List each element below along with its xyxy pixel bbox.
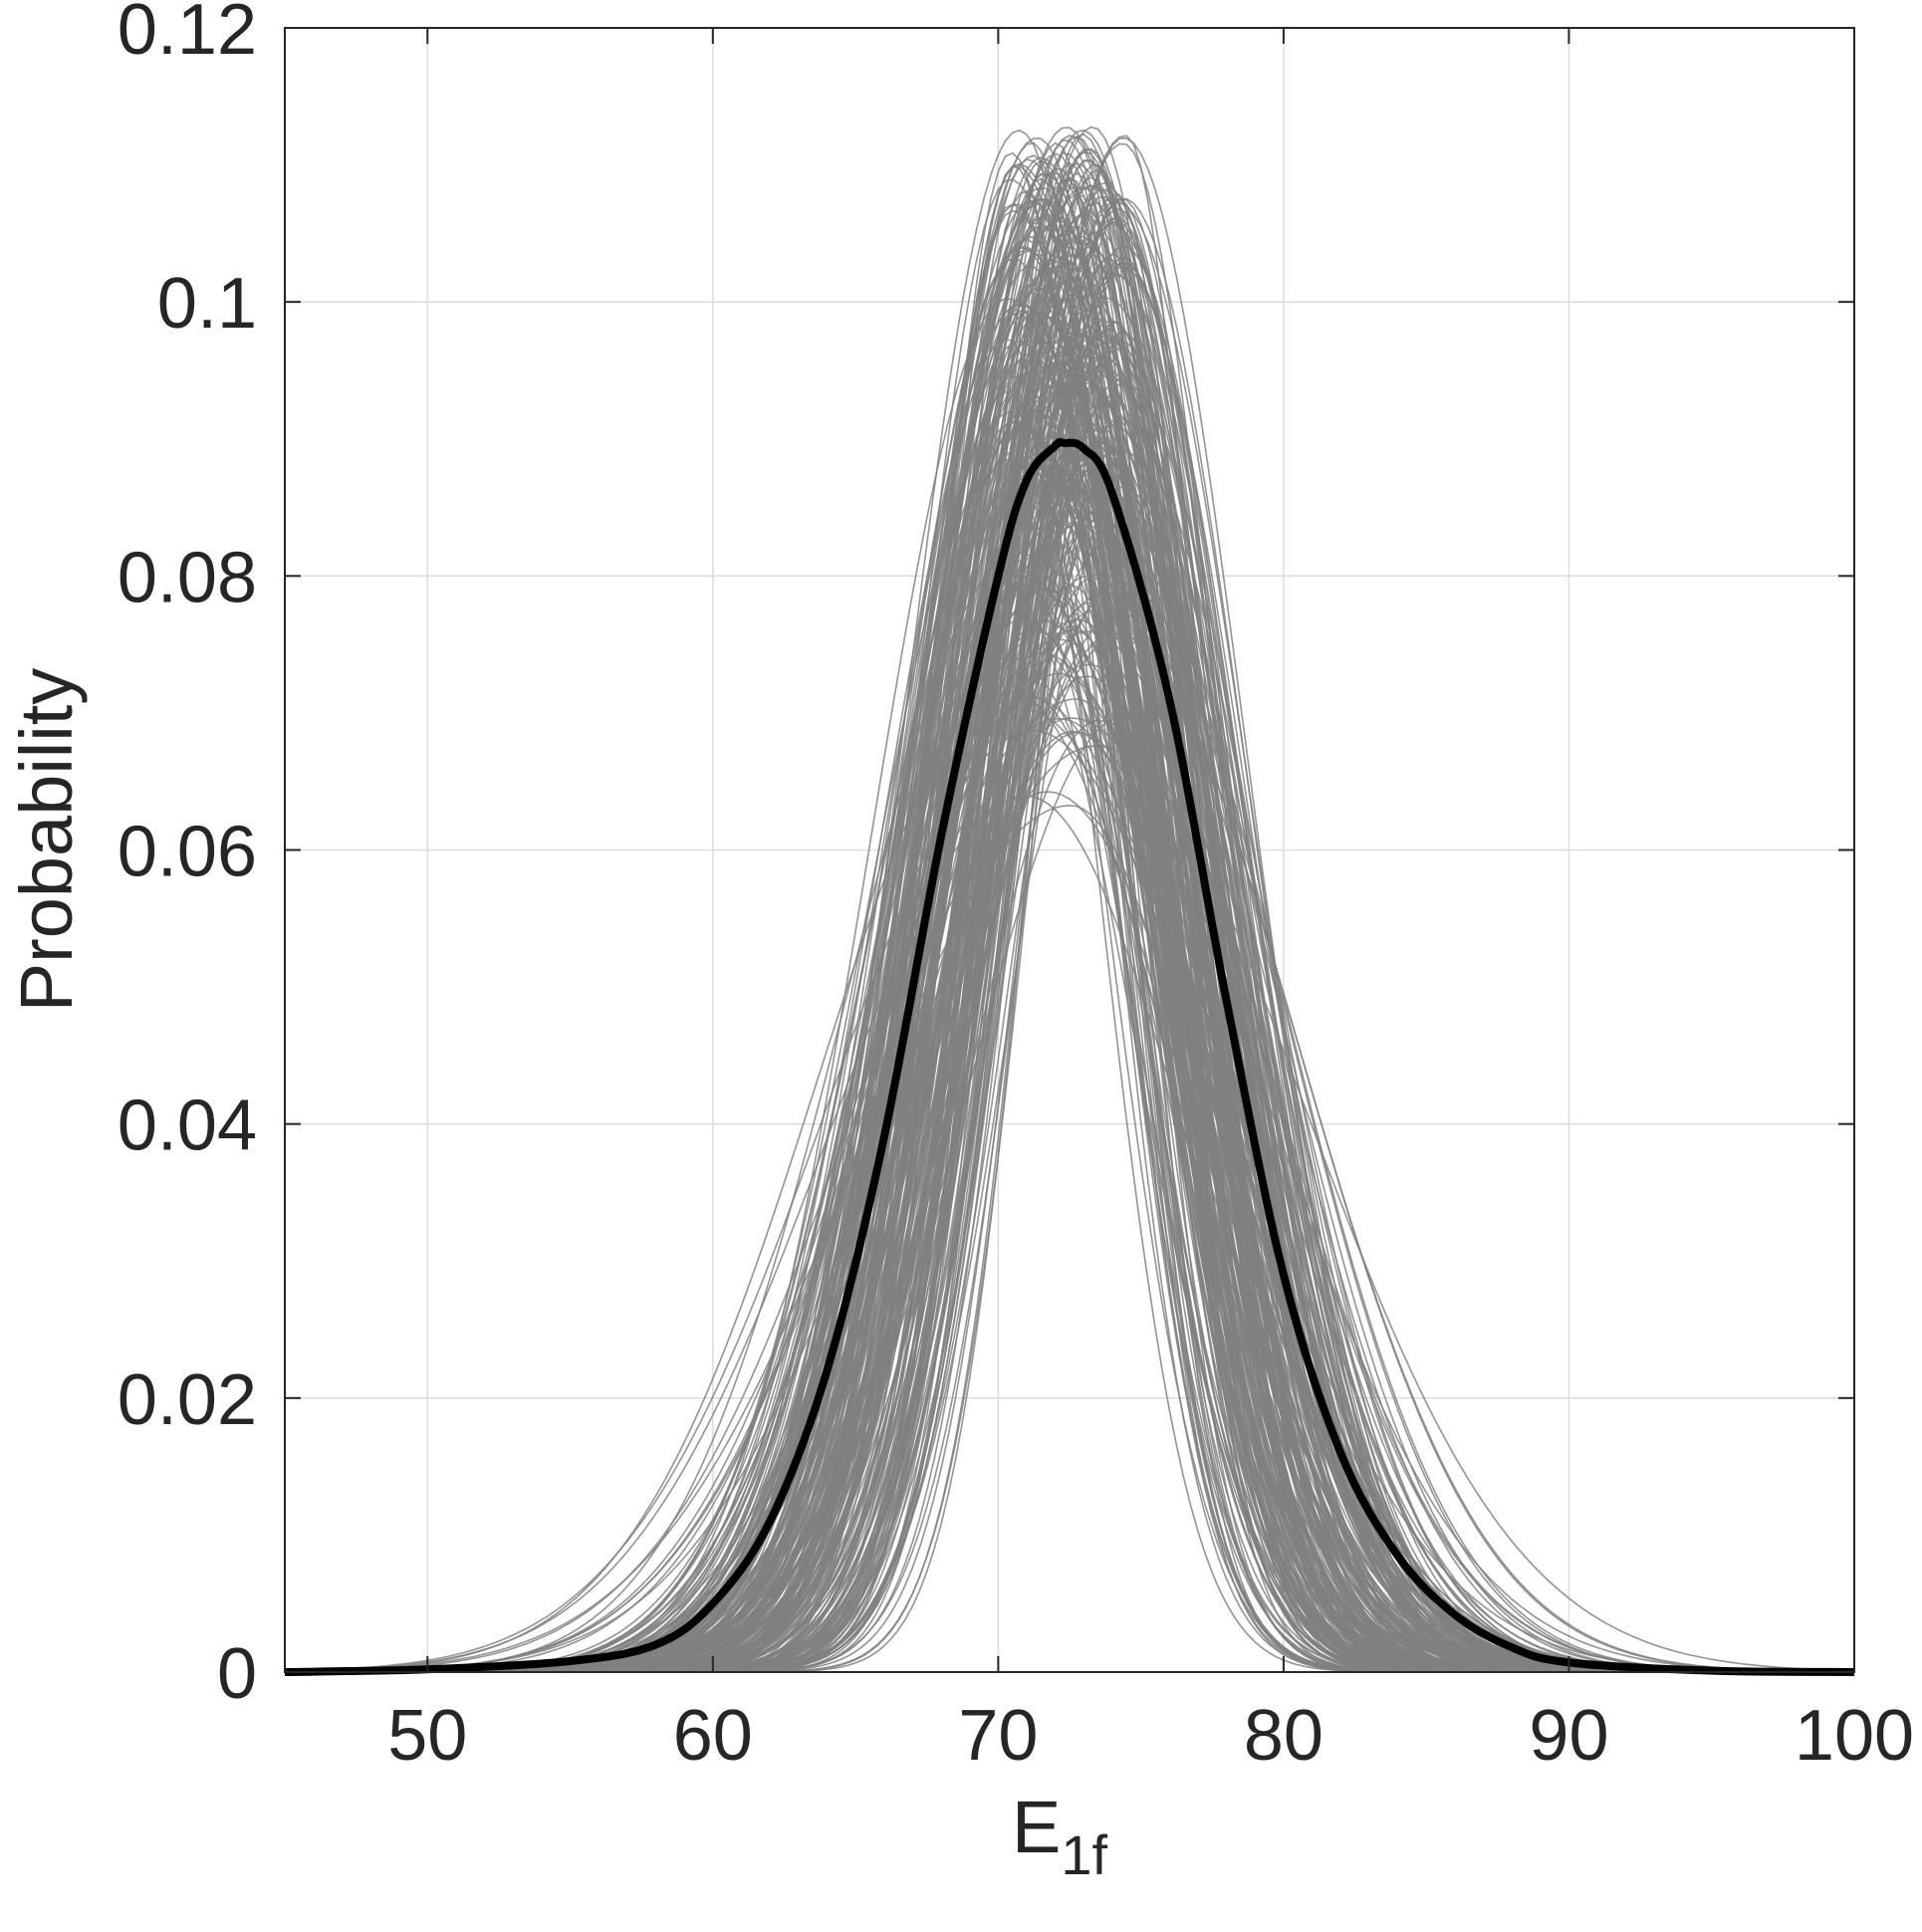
x-axis-label: E1f — [1012, 1786, 1108, 1886]
sample-curve — [285, 745, 1855, 1673]
x-tick-label: 60 — [673, 1696, 753, 1776]
x-tick-label: 80 — [1244, 1696, 1323, 1776]
y-tick-label: 0.02 — [118, 1360, 257, 1440]
sample-curve — [285, 585, 1854, 1673]
y-tick-label: 0.12 — [118, 0, 257, 70]
mean-curve — [284, 437, 1855, 1676]
x-tick-label: 90 — [1529, 1696, 1608, 1776]
mean-curve-group — [284, 437, 1855, 1676]
y-tick-label: 0.1 — [157, 264, 257, 344]
y-tick-label: 0.08 — [118, 538, 257, 617]
y-axis-label: Probability — [5, 668, 88, 1013]
y-tick-label: 0 — [217, 1634, 257, 1714]
y-tick-label: 0.06 — [118, 813, 257, 892]
x-tick-label: 50 — [387, 1696, 467, 1776]
x-tick-label: 100 — [1795, 1696, 1914, 1776]
x-tick-label: 70 — [958, 1696, 1038, 1776]
x-tick-labels: 50 60 70 80 90 100 — [387, 1696, 1914, 1776]
y-tick-label: 0.04 — [118, 1087, 257, 1166]
y-tick-labels: 0 0.02 0.04 0.06 0.08 0.1 0.12 — [118, 0, 257, 1714]
tick-marks — [285, 27, 1855, 1673]
